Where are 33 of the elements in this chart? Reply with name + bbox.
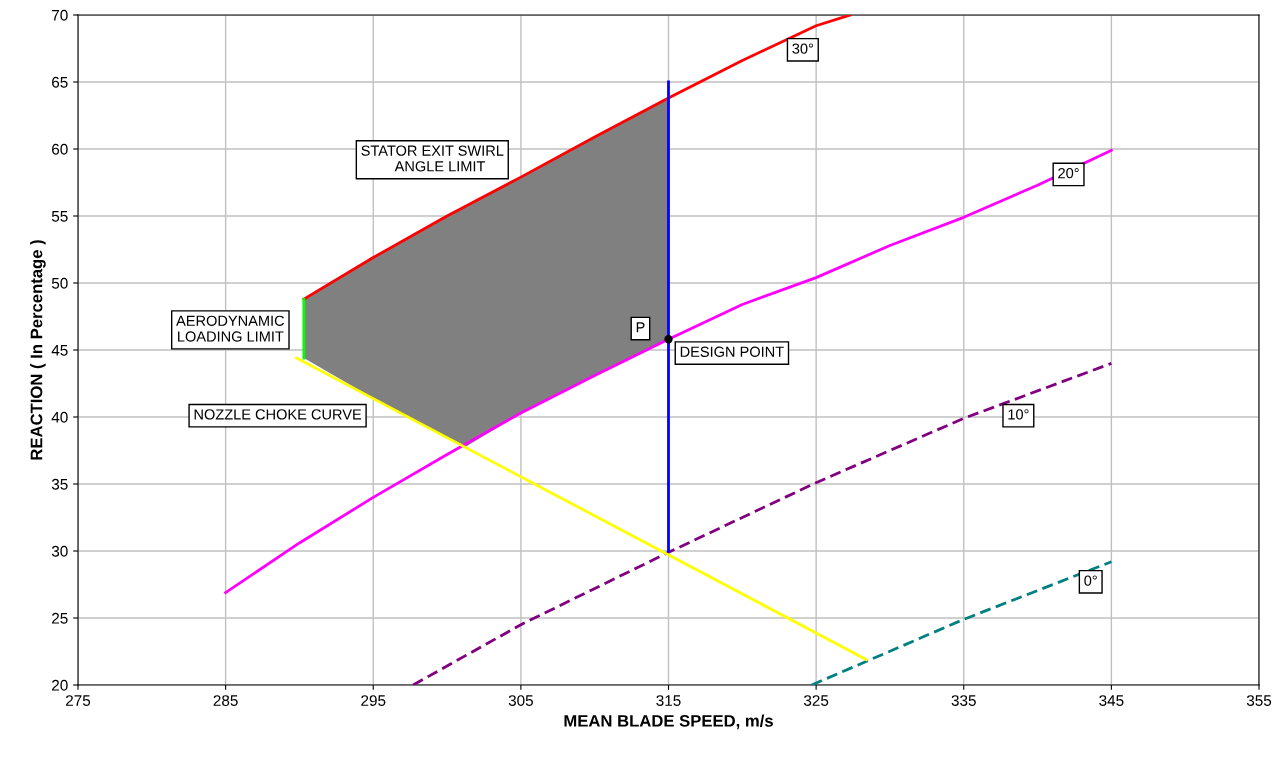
y-tick-label: 30 — [51, 545, 68, 557]
line-series — [302, 15, 852, 301]
y-tick-label: 45 — [51, 345, 68, 356]
y-tick-label: 25 — [52, 612, 68, 624]
x-tick-label: 335 — [951, 695, 976, 706]
y-tick-label: 40 — [51, 411, 68, 423]
y-tick-label: 20 — [52, 679, 68, 691]
x-tick-label: 275 — [66, 695, 91, 706]
y-tick-label: 65 — [52, 76, 68, 88]
line-series — [411, 362, 1113, 685]
y-tick-label: 50 — [51, 277, 68, 289]
x-axis-title: MEAN BLADE SPEED, m/s — [564, 714, 773, 730]
y-tick-label: 55 — [51, 211, 68, 222]
annotation: 10° — [1008, 409, 1029, 420]
annotation: 0° — [1084, 575, 1097, 586]
annotation: 20° — [1058, 168, 1079, 179]
y-tick-label: 35 — [51, 478, 68, 490]
x-tick-label: 295 — [361, 695, 386, 706]
x-tick-label: 345 — [1099, 695, 1124, 706]
x-tick-label: 355 — [1246, 695, 1272, 706]
annotation: NOZZLE CHOKE CURVE — [194, 409, 362, 420]
x-tick-label: 315 — [656, 695, 681, 706]
annotation: P — [636, 322, 645, 333]
y-tick-label: 70 — [52, 9, 68, 21]
y-tick-label: 60 — [52, 143, 68, 155]
x-tick-label: 305 — [508, 695, 533, 706]
x-tick-label: 285 — [213, 695, 238, 706]
annotation: STATOR EXIT SWIRL ANGLE LIMIT — [361, 145, 504, 172]
annotation: 30° — [792, 43, 813, 54]
y-axis-title: REACTION ( In Percentage ) — [30, 240, 46, 460]
annotation: DESIGN POINT — [680, 346, 784, 357]
x-tick-label: 325 — [803, 695, 829, 706]
annotation: AERODYNAMIC LOADING LIMIT — [176, 315, 285, 342]
